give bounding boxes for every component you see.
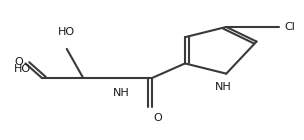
Text: Cl: Cl (284, 22, 295, 32)
Text: NH: NH (215, 82, 232, 92)
Text: HO: HO (14, 64, 31, 74)
Text: NH: NH (113, 88, 130, 98)
Text: HO: HO (58, 27, 75, 37)
Text: O: O (14, 57, 23, 67)
Text: O: O (153, 113, 162, 123)
